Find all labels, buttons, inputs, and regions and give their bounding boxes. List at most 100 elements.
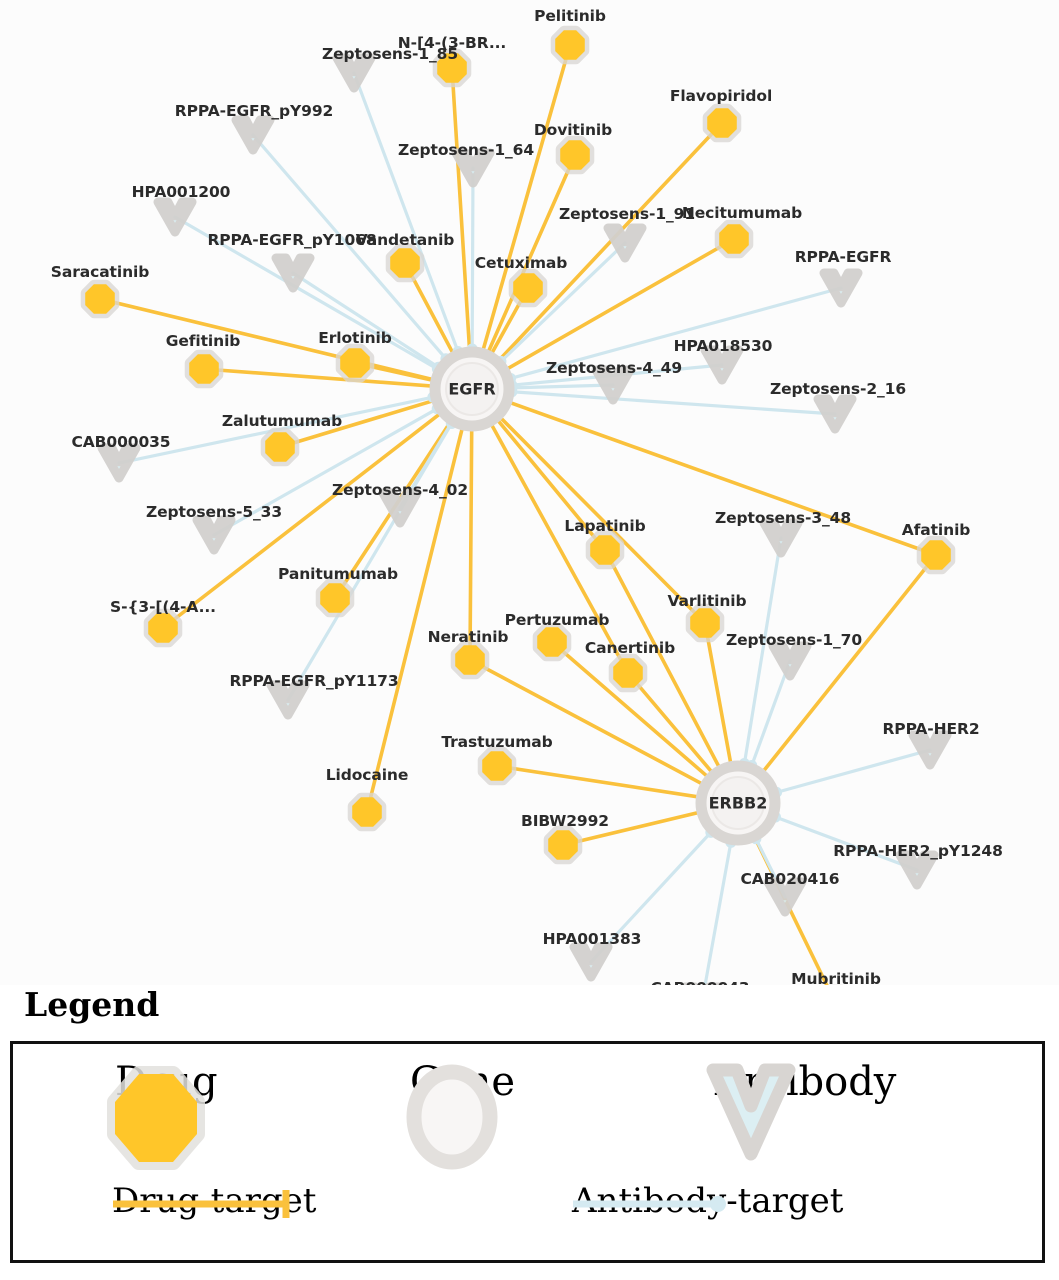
drug-node-shape[interactable] <box>455 645 485 675</box>
drug-node-shape[interactable] <box>482 751 512 781</box>
antibody-node[interactable] <box>378 488 422 528</box>
edge-antibody <box>750 659 792 768</box>
gene-node-erbb2[interactable] <box>695 760 781 846</box>
drug-node-shape[interactable] <box>513 273 543 303</box>
drug-node[interactable] <box>550 25 590 65</box>
antibody-node[interactable] <box>759 518 803 558</box>
antibody-node[interactable] <box>231 115 275 155</box>
drug-node[interactable] <box>80 279 120 319</box>
drug-node-label: Afatinib <box>901 521 971 539</box>
antibody-node[interactable] <box>603 223 647 263</box>
antibody-node-shape[interactable] <box>378 488 422 528</box>
drug-node[interactable] <box>685 603 725 643</box>
drug-node[interactable] <box>347 792 387 832</box>
drug-node[interactable] <box>477 746 517 786</box>
antibody-node[interactable] <box>192 515 236 555</box>
antibody-node-shape[interactable] <box>569 942 613 982</box>
edge-drug <box>703 621 733 766</box>
antibody-node-shape[interactable] <box>908 730 952 770</box>
antibody-node-shape[interactable] <box>763 877 807 917</box>
antibody-node-shape[interactable] <box>759 518 803 558</box>
drug-node-shape[interactable] <box>707 108 737 138</box>
drug-node-shape[interactable] <box>320 583 350 613</box>
antibody-node-label: CAB020416 <box>740 870 840 888</box>
drug-node-shape[interactable] <box>560 140 590 170</box>
drug-node[interactable] <box>608 653 648 693</box>
antibody-node-shape[interactable] <box>768 641 812 681</box>
drug-node-shape[interactable] <box>719 224 749 254</box>
drug-node-shape[interactable] <box>590 535 620 565</box>
antibody-node[interactable] <box>895 850 939 890</box>
drug-node[interactable] <box>585 530 625 570</box>
antibody-node[interactable] <box>451 148 495 188</box>
drug-node[interactable] <box>532 622 572 662</box>
antibody-node[interactable] <box>700 345 744 385</box>
antibody-node[interactable] <box>768 641 812 681</box>
drug-node-label: Pertuzumab <box>504 611 610 629</box>
drug-node-shape[interactable] <box>340 348 370 378</box>
antibody-node-shape[interactable] <box>97 443 141 483</box>
drug-node-shape[interactable] <box>265 432 295 462</box>
antibody-node-shape[interactable] <box>153 197 197 237</box>
drug-node-shape[interactable] <box>537 627 567 657</box>
drug-node-shape[interactable] <box>189 354 219 384</box>
drug-node-shape[interactable] <box>352 797 382 827</box>
drug-node-shape[interactable] <box>921 540 951 570</box>
edge-drug <box>495 764 701 799</box>
drug-node-shape[interactable] <box>690 608 720 638</box>
drug-node-shape[interactable] <box>548 830 578 860</box>
antibody-node[interactable] <box>813 394 857 434</box>
antibody-node-shape[interactable] <box>332 53 376 93</box>
nodes-layer <box>80 25 956 1010</box>
antibody-node-label: HPA018530 <box>673 337 773 355</box>
drug-node-shape[interactable] <box>437 53 467 83</box>
drug-node[interactable] <box>432 48 472 88</box>
drug-node-shape[interactable] <box>148 613 178 643</box>
drug-node[interactable] <box>184 349 224 389</box>
antibody-node-shape[interactable] <box>271 253 315 293</box>
antibody-node[interactable] <box>908 730 952 770</box>
edge-antibody <box>470 166 475 351</box>
drug-node-shape[interactable] <box>613 658 643 688</box>
antibody-node[interactable] <box>763 877 807 917</box>
antibody-node[interactable] <box>153 197 197 237</box>
drug-node[interactable] <box>555 135 595 175</box>
network-canvas[interactable]: N-[4-(3-BR... Pelitinib Dovitinib Flavopiri… <box>0 0 1059 1010</box>
antibody-node-shape[interactable] <box>451 148 495 188</box>
drug-node[interactable] <box>714 219 754 259</box>
antibody-node[interactable] <box>819 268 863 308</box>
drug-node[interactable] <box>702 103 742 143</box>
antibody-node[interactable] <box>97 443 141 483</box>
gene-node-egfr[interactable] <box>429 346 515 432</box>
drug-icon <box>107 1066 205 1170</box>
drug-node[interactable] <box>143 608 183 648</box>
antibody-node-shape[interactable] <box>819 268 863 308</box>
drug-node[interactable] <box>450 640 490 680</box>
drug-node[interactable] <box>315 578 355 618</box>
drug-node[interactable] <box>385 243 425 283</box>
drug-node-shape[interactable] <box>390 248 420 278</box>
drug-node-shape[interactable] <box>85 284 115 314</box>
antibody-node-shape[interactable] <box>192 515 236 555</box>
antibody-node-shape[interactable] <box>231 115 275 155</box>
edge-drug <box>504 237 736 371</box>
drug-node[interactable] <box>335 343 375 383</box>
antibody-node-shape[interactable] <box>591 365 635 405</box>
antibody-node-shape[interactable] <box>895 850 939 890</box>
antibody-node-shape[interactable] <box>266 680 310 720</box>
antibody-node[interactable] <box>266 680 310 720</box>
antibody-node-shape[interactable] <box>813 394 857 434</box>
drug-node[interactable] <box>508 268 548 308</box>
drug-node[interactable] <box>260 427 300 467</box>
antibody-node[interactable] <box>569 942 613 982</box>
antibody-node[interactable] <box>591 365 635 405</box>
antibody-node-shape[interactable] <box>603 223 647 263</box>
drug-node[interactable] <box>543 825 583 865</box>
antibody-node-shape[interactable] <box>700 345 744 385</box>
drug-node[interactable] <box>916 535 956 575</box>
antibody-node[interactable] <box>332 53 376 93</box>
antibody-node-label: RPPA-EGFR_pY992 <box>174 102 334 120</box>
antibody-node[interactable] <box>271 253 315 293</box>
drug-node-label: Mubritinib <box>791 970 881 988</box>
drug-node-shape[interactable] <box>555 30 585 60</box>
